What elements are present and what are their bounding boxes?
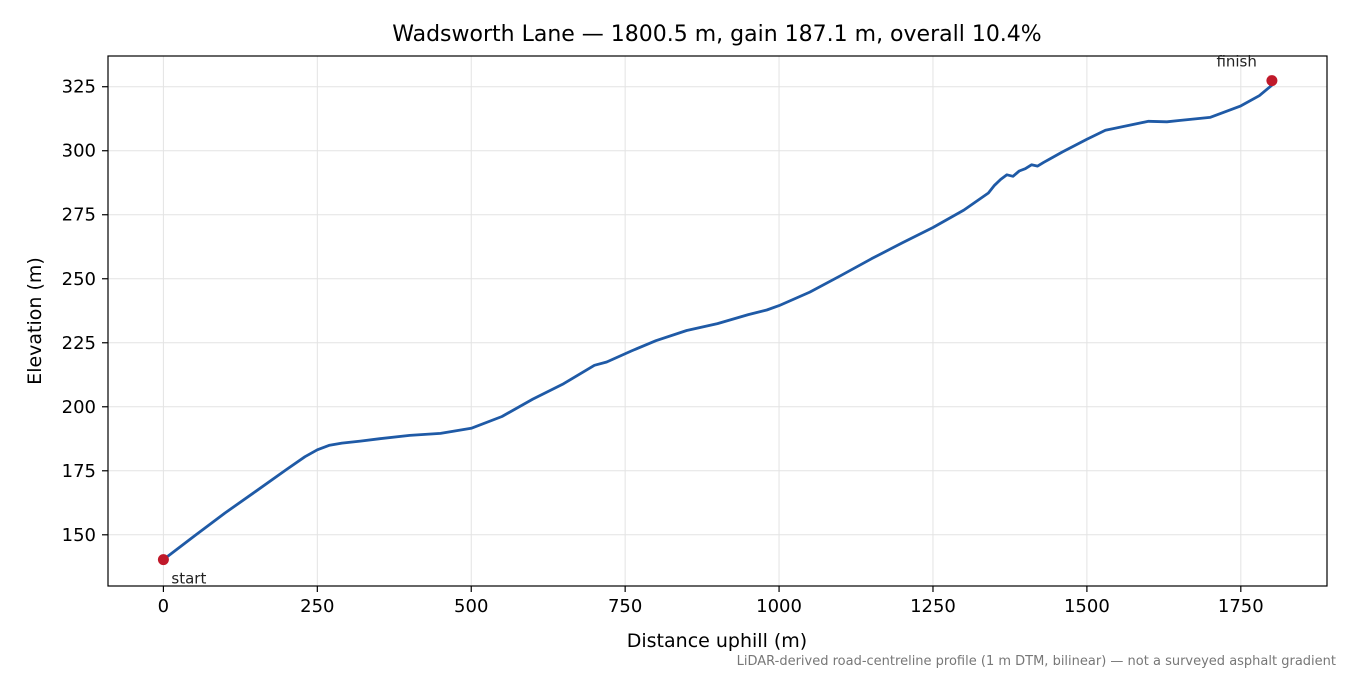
x-tick-label: 1000 [756, 596, 802, 617]
y-tick-label: 225 [62, 333, 96, 354]
y-tick-label: 300 [62, 141, 96, 162]
x-tick-label: 250 [300, 596, 334, 617]
y-tick-label: 275 [62, 205, 96, 226]
chart-title: Wadsworth Lane — 1800.5 m, gain 187.1 m,… [392, 22, 1041, 47]
grid [108, 56, 1327, 586]
elevation-profile-line [162, 84, 1273, 561]
finish-label: finish [1216, 53, 1256, 71]
y-tick-label: 200 [62, 397, 96, 418]
finish-marker [1266, 75, 1278, 87]
start-marker [157, 554, 169, 566]
y-tick-label: 150 [62, 525, 96, 546]
x-tick-label: 0 [158, 596, 169, 617]
x-tick-label: 1750 [1218, 596, 1264, 617]
y-axis-ticks: 150 175 200 225 250 275 300 325 [62, 77, 108, 546]
y-tick-label: 250 [62, 269, 96, 290]
start-label: start [171, 570, 206, 588]
x-tick-label: 1250 [910, 596, 956, 617]
y-tick-label: 175 [62, 461, 96, 482]
x-tick-label: 500 [454, 596, 488, 617]
plot-area-frame [107, 55, 1328, 587]
y-tick-label: 325 [62, 77, 96, 98]
x-tick-label: 1500 [1064, 596, 1110, 617]
y-axis-label: Elevation (m) [24, 257, 46, 385]
footnote: LiDAR-derived road-centreline profile (1… [737, 654, 1336, 669]
x-axis-label: Distance uphill (m) [627, 630, 807, 652]
x-axis-ticks: 0 250 500 750 1000 1250 1500 1750 [158, 586, 1264, 617]
x-tick-label: 750 [608, 596, 642, 617]
